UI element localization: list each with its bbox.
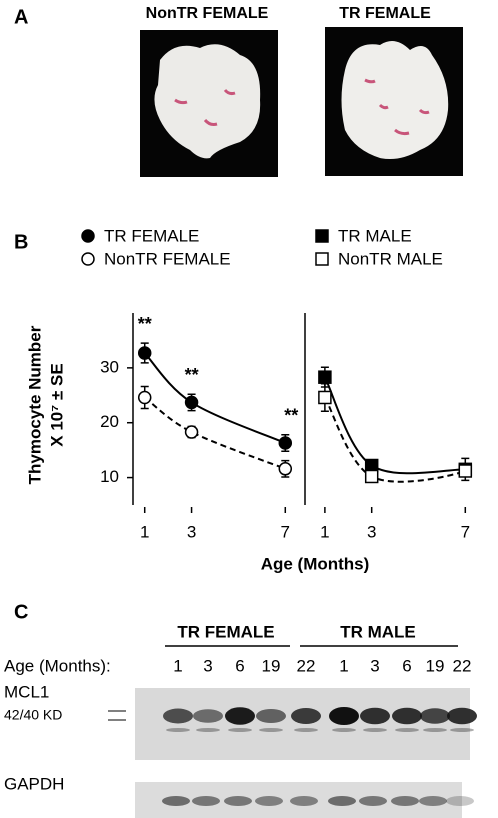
- fit-curve: [143, 352, 286, 444]
- band: [395, 728, 419, 732]
- y-tick-label: 20: [100, 412, 119, 431]
- panel-label: A: [14, 6, 28, 28]
- blot-label: GAPDH: [4, 774, 64, 793]
- band: [420, 708, 450, 724]
- marker: [137, 346, 152, 360]
- age-label: 6: [402, 656, 411, 675]
- marker: [364, 469, 379, 484]
- lanes: 1 3 6 19 22 1 3 6 19 22: [162, 656, 477, 806]
- marker: [184, 425, 199, 439]
- fit-curve: [324, 396, 466, 483]
- age-label: 22: [297, 656, 316, 675]
- photo-title: TR FEMALE: [339, 5, 431, 22]
- marker: [318, 390, 332, 405]
- x-tick-label: 3: [187, 522, 196, 541]
- age-label: 3: [203, 656, 212, 675]
- age-label: 1: [339, 656, 348, 675]
- band: [423, 728, 447, 732]
- y-tick-label: 30: [100, 357, 119, 376]
- blot-label: MCL1: [4, 682, 49, 701]
- band: [193, 709, 223, 723]
- fit-curve: [324, 376, 466, 475]
- band: [332, 728, 356, 732]
- band: [447, 707, 477, 725]
- marker: [278, 436, 293, 450]
- band: [228, 728, 252, 732]
- legend-label: NonTR MALE: [338, 249, 443, 268]
- legend-label: TR FEMALE: [104, 226, 199, 245]
- marker: [364, 458, 379, 473]
- photo: [325, 27, 463, 176]
- y-axis-label: Thymocyte Number: [25, 325, 44, 484]
- band: [391, 796, 419, 806]
- x-tick-label: 7: [281, 522, 290, 541]
- x-tick-label: 7: [461, 522, 470, 541]
- band: [446, 796, 474, 806]
- photo: [140, 30, 278, 177]
- annotation: **: [185, 365, 199, 385]
- age-label: 6: [235, 656, 244, 675]
- marker: [315, 229, 329, 243]
- x-tick-label: 3: [367, 522, 376, 541]
- marker: [315, 252, 329, 266]
- band: [328, 796, 356, 806]
- marker: [184, 395, 199, 410]
- x-axis-label: Age (Months): [261, 554, 370, 573]
- band: [294, 728, 318, 732]
- band: [363, 728, 387, 732]
- band: [450, 728, 474, 732]
- band: [196, 728, 220, 732]
- y-tick-label: 10: [100, 467, 119, 486]
- band: [166, 728, 190, 732]
- x-tick-label: 1: [320, 522, 329, 541]
- y-axis-label: X 10⁷ ± SE: [47, 363, 66, 446]
- marker: [278, 462, 293, 476]
- marker: [81, 252, 95, 266]
- panel-label: C: [14, 601, 28, 623]
- photo-title: NonTR FEMALE: [146, 5, 269, 22]
- band: [255, 796, 283, 806]
- band: [163, 708, 193, 724]
- age-label: 22: [453, 656, 472, 675]
- band: [360, 707, 390, 725]
- chart: 10 20 30 1 3 7 Thymocyte Number X 10⁷ ± SE Age (…: [25, 226, 473, 573]
- blot: [135, 688, 470, 760]
- marker: [458, 464, 473, 478]
- group-title: TR FEMALE: [177, 622, 274, 641]
- band: [224, 796, 252, 806]
- blot-label: 42/40 KD: [4, 707, 62, 723]
- band: [392, 707, 422, 725]
- band: [225, 707, 255, 725]
- band: [290, 796, 318, 806]
- band: [419, 796, 447, 806]
- band: [256, 709, 286, 723]
- annotation: **: [138, 314, 152, 334]
- age-label: 19: [262, 656, 281, 675]
- band: [192, 796, 220, 806]
- age-title: Age (Months):: [4, 656, 111, 675]
- band: [259, 728, 283, 732]
- age-label: 1: [173, 656, 182, 675]
- band: [359, 796, 387, 806]
- marker: [318, 370, 332, 384]
- band: [162, 796, 190, 806]
- marker: [137, 390, 152, 405]
- group-title: TR MALE: [340, 622, 416, 641]
- legend-label: TR MALE: [338, 226, 412, 245]
- legend-label: NonTR FEMALE: [104, 249, 231, 268]
- x-tick-label: 1: [140, 522, 149, 541]
- panel-label: B: [14, 231, 28, 253]
- band: [291, 708, 321, 724]
- annotation: **: [284, 406, 298, 426]
- fit-curve: [144, 396, 286, 470]
- band: [329, 707, 359, 725]
- age-label: 19: [426, 656, 445, 675]
- marker: [81, 229, 95, 243]
- age-label: 3: [370, 656, 379, 675]
